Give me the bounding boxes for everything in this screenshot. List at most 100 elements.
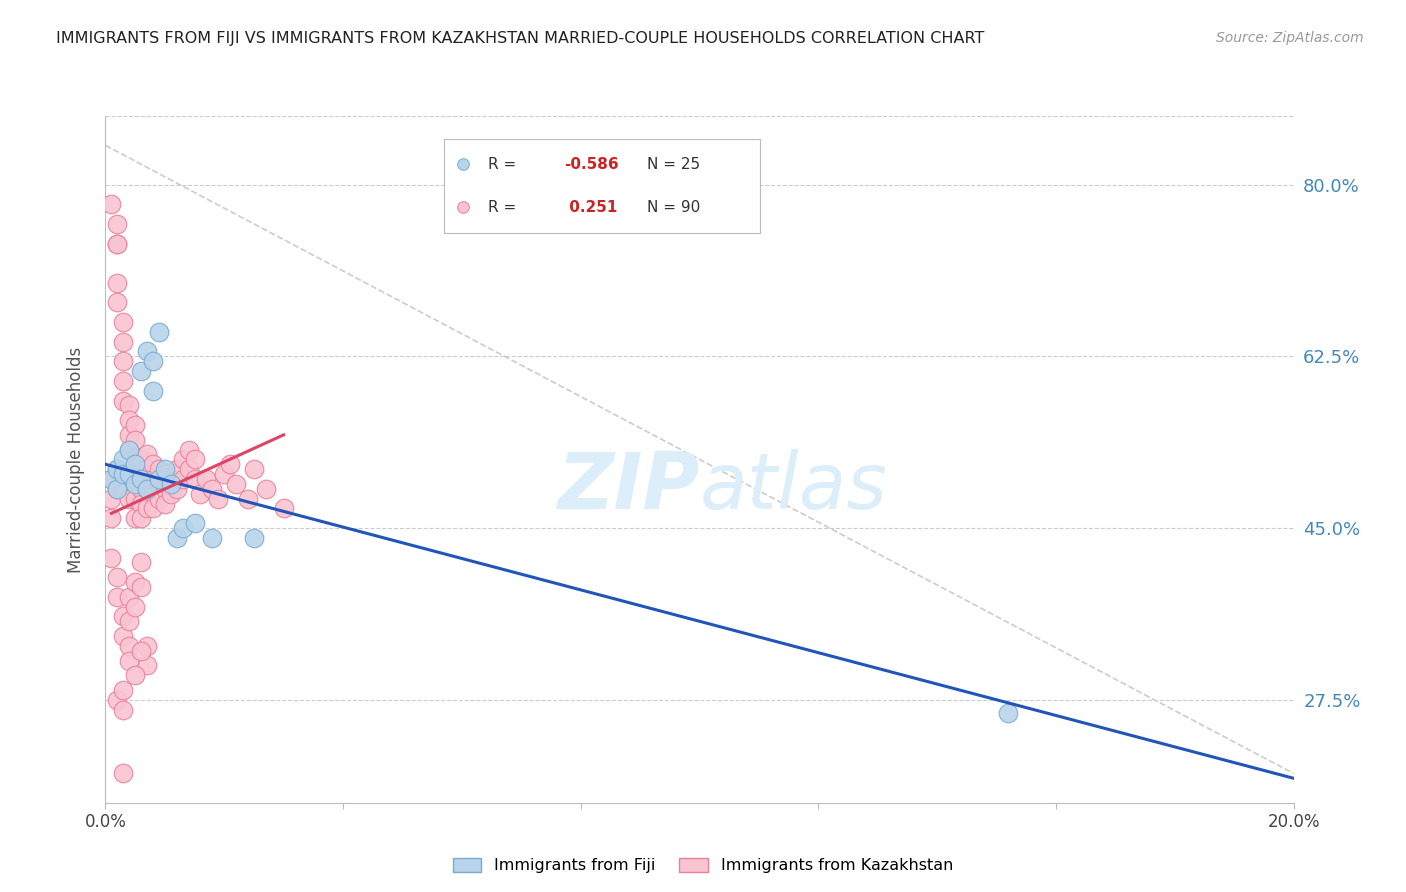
Point	[195, 472, 218, 486]
Text: R =: R =	[488, 157, 522, 172]
Point	[129, 511, 152, 525]
Point	[124, 491, 146, 506]
Point	[124, 452, 146, 467]
Text: ZIP: ZIP	[557, 449, 700, 524]
Point	[124, 472, 146, 486]
Point	[129, 467, 152, 482]
Point	[159, 487, 181, 501]
Point	[118, 413, 141, 427]
Point	[236, 491, 259, 506]
Point	[124, 511, 146, 525]
Point	[112, 452, 135, 467]
Point	[129, 644, 152, 658]
Point	[112, 703, 135, 717]
Point	[136, 448, 159, 462]
Point	[201, 482, 224, 496]
Point	[166, 462, 188, 476]
Point	[183, 472, 205, 486]
Text: N = 90: N = 90	[647, 200, 700, 215]
Point	[136, 658, 159, 673]
Point	[118, 467, 141, 482]
Point	[219, 458, 242, 472]
Point	[118, 428, 141, 442]
Point	[124, 477, 146, 491]
Point	[129, 555, 152, 570]
Point	[214, 467, 236, 482]
Point	[124, 433, 146, 447]
Point	[124, 668, 146, 682]
Point	[118, 639, 141, 653]
Point	[148, 325, 170, 339]
Point	[148, 491, 170, 506]
Point	[105, 570, 128, 584]
Point	[243, 531, 266, 545]
Point	[124, 458, 146, 472]
Point	[136, 462, 159, 476]
Text: 0.251: 0.251	[564, 200, 617, 215]
Point	[153, 482, 176, 496]
Point	[136, 344, 159, 359]
Point	[100, 550, 122, 565]
Point	[148, 477, 170, 491]
Point	[105, 693, 128, 707]
Point	[100, 197, 122, 211]
Point	[100, 472, 122, 486]
Point	[225, 477, 247, 491]
Point	[112, 766, 135, 780]
Text: R =: R =	[488, 200, 522, 215]
Point	[100, 491, 122, 506]
Point	[243, 462, 266, 476]
Point	[148, 462, 170, 476]
Point	[142, 458, 165, 472]
Point	[118, 590, 141, 604]
Point	[124, 575, 146, 590]
Text: N = 25: N = 25	[647, 157, 700, 172]
Point	[183, 452, 205, 467]
Point	[105, 295, 128, 310]
Point	[153, 462, 176, 476]
Point	[112, 629, 135, 643]
Point	[118, 442, 141, 457]
Point	[129, 482, 152, 496]
Point	[129, 452, 152, 467]
Point	[207, 491, 229, 506]
Text: IMMIGRANTS FROM FIJI VS IMMIGRANTS FROM KAZAKHSTAN MARRIED-COUPLE HOUSEHOLDS COR: IMMIGRANTS FROM FIJI VS IMMIGRANTS FROM …	[56, 31, 984, 46]
Point	[105, 236, 128, 251]
Point	[136, 482, 159, 496]
Point	[112, 609, 135, 624]
Point	[118, 491, 141, 506]
Text: atlas: atlas	[700, 449, 887, 524]
Point	[112, 467, 135, 482]
Point	[172, 452, 194, 467]
Point	[201, 531, 224, 545]
Y-axis label: Married-couple Households: Married-couple Households	[66, 346, 84, 573]
Point	[112, 354, 135, 368]
Point	[105, 462, 128, 476]
Point	[177, 442, 200, 457]
Point	[159, 477, 181, 491]
Text: -0.586: -0.586	[564, 157, 619, 172]
Point	[105, 236, 128, 251]
Point	[112, 482, 135, 496]
Point	[997, 706, 1019, 720]
Point	[129, 580, 152, 594]
Point	[148, 472, 170, 486]
Point	[166, 531, 188, 545]
Point	[273, 501, 295, 516]
Point	[112, 683, 135, 698]
Point	[112, 315, 135, 329]
Point	[105, 217, 128, 231]
Point	[105, 462, 128, 476]
Point	[142, 501, 165, 516]
Point	[112, 374, 135, 388]
Point	[124, 417, 146, 433]
Point	[118, 615, 141, 629]
Point	[112, 334, 135, 349]
Text: Source: ZipAtlas.com: Source: ZipAtlas.com	[1216, 31, 1364, 45]
Point	[118, 399, 141, 413]
Point	[166, 482, 188, 496]
Point	[136, 639, 159, 653]
Point	[142, 487, 165, 501]
Point	[112, 393, 135, 408]
Point	[136, 482, 159, 496]
